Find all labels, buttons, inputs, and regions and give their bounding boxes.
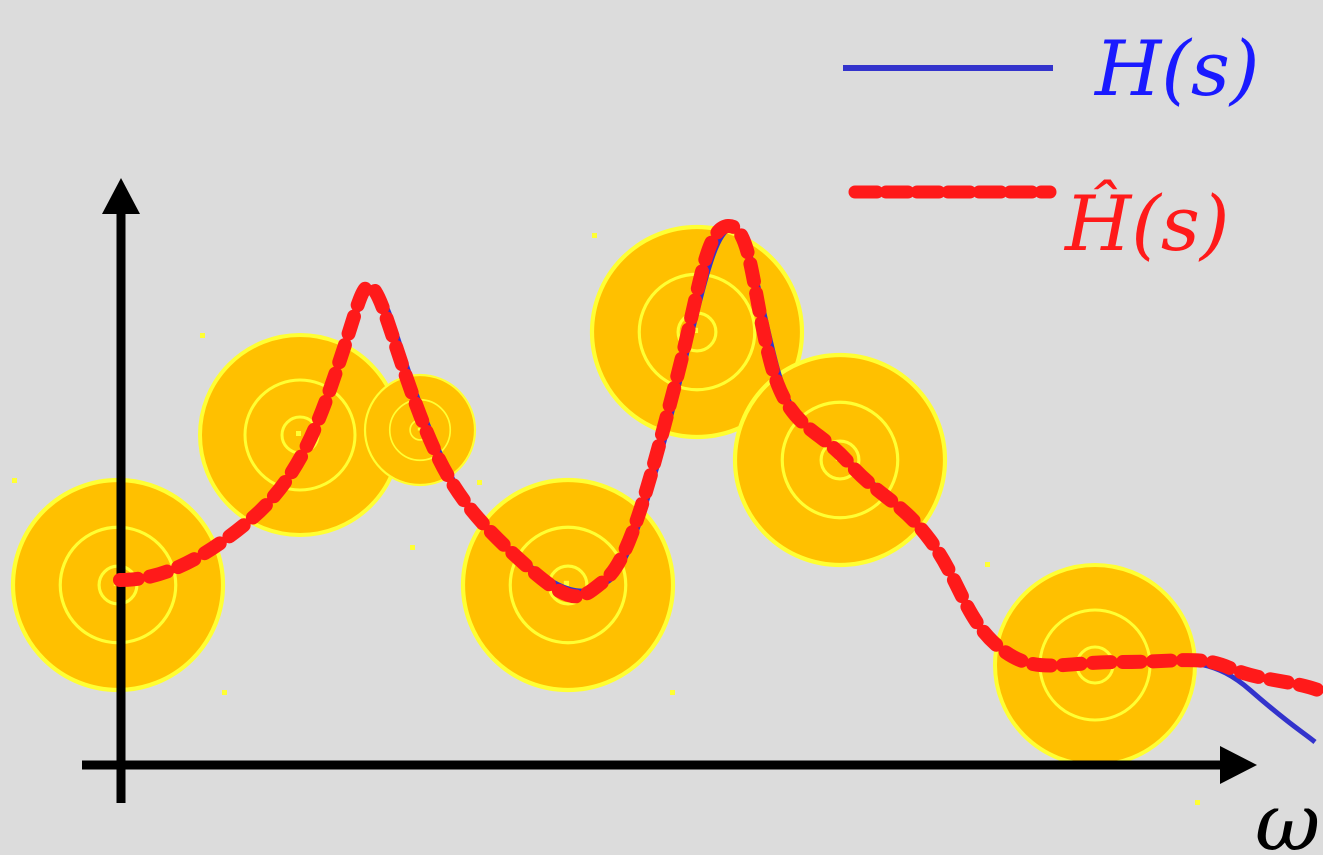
legend-label: Ĥ(s) (1063, 178, 1230, 268)
targets (13, 227, 1195, 765)
page: H(s) Ĥ(s) ω (() => { const data = JSON.p… (0, 0, 1323, 855)
x-axis-label: ω (1255, 776, 1320, 855)
legend: H(s) Ĥ(s) (843, 24, 1260, 268)
legend-label: H(s) (1093, 24, 1260, 113)
diagram: H(s) Ĥ(s) ω (0, 0, 1323, 855)
target (365, 375, 475, 485)
